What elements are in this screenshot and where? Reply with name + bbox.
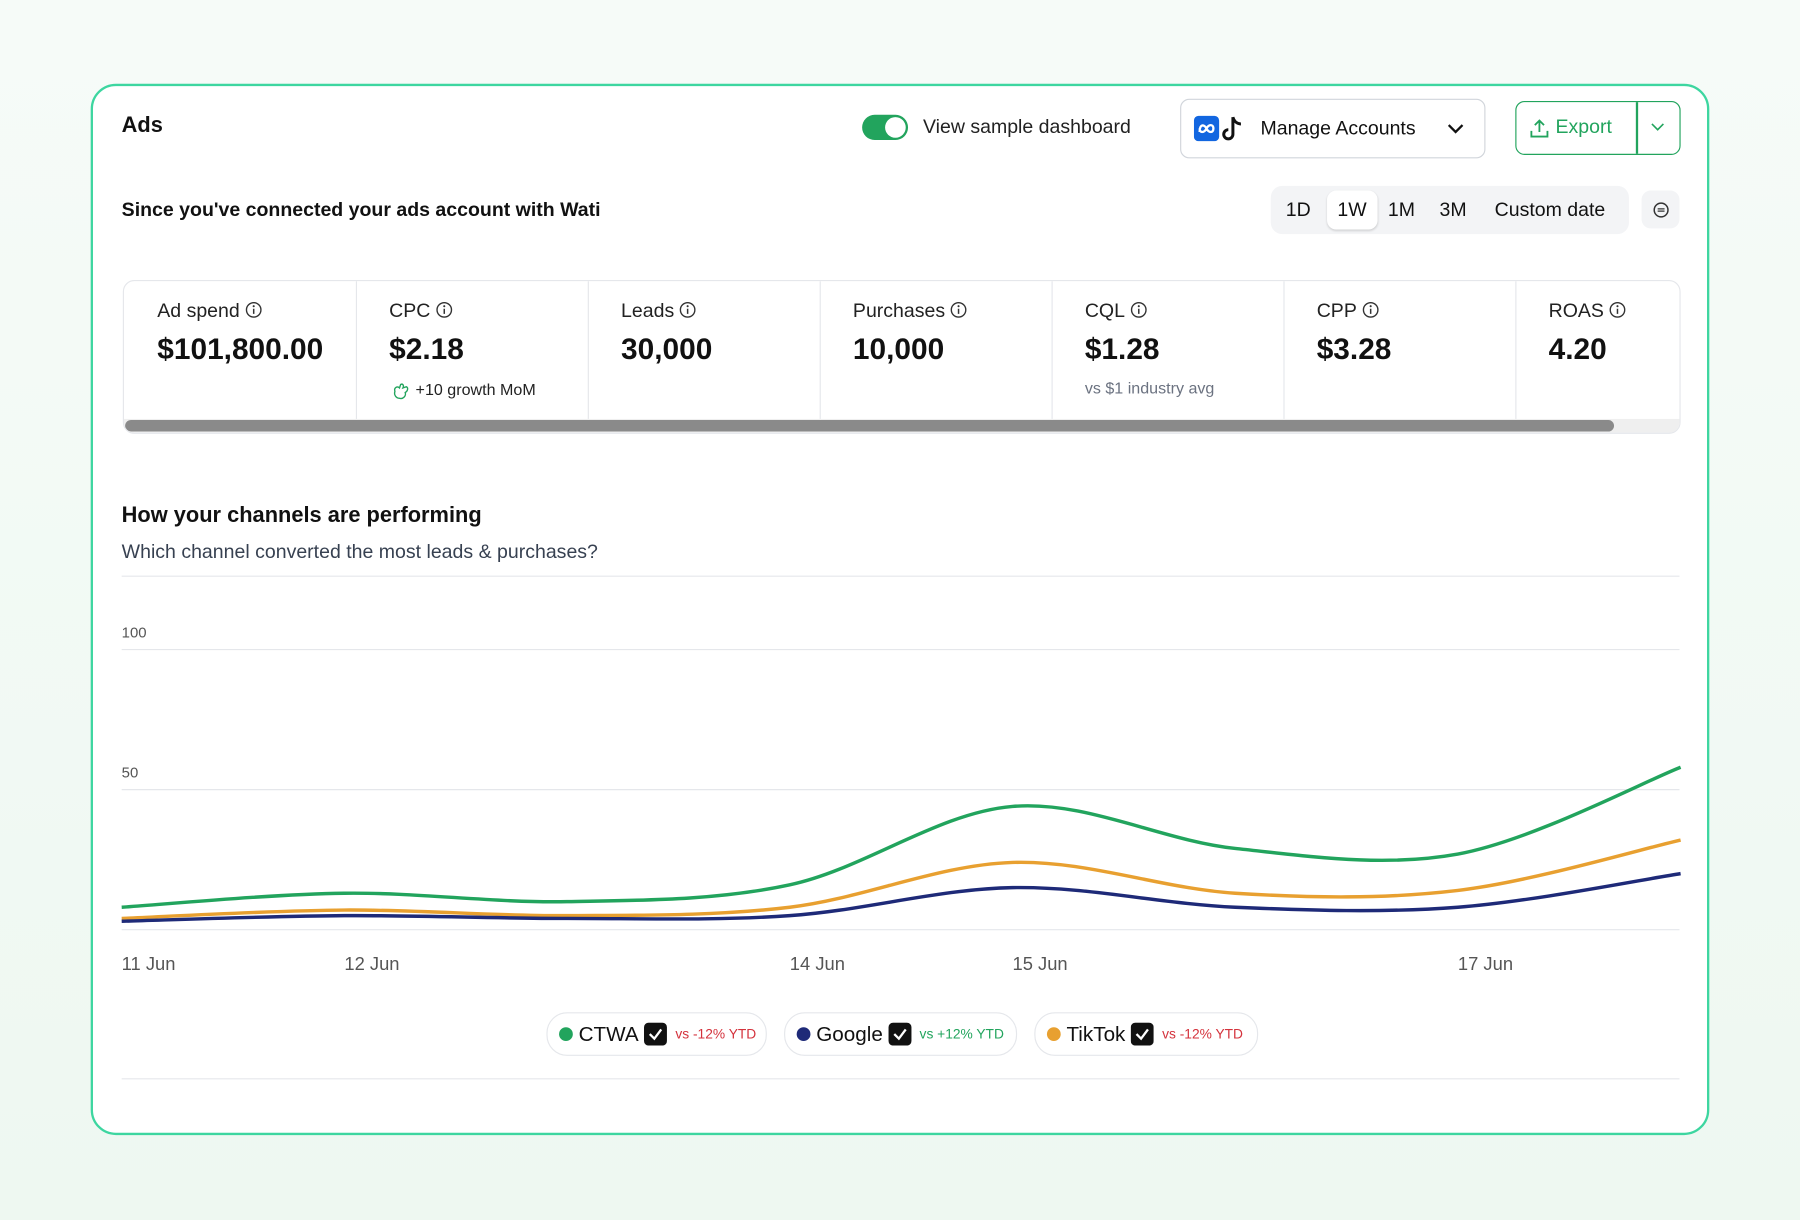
info-icon[interactable] (950, 301, 968, 319)
chart-title: How your channels are performing (121, 503, 482, 528)
toggle-knob (885, 117, 906, 138)
metric-label: Purchases (853, 300, 968, 323)
metric-label: CPC (389, 300, 453, 323)
export-button[interactable]: Export (1515, 100, 1681, 155)
legend-name: TikTok (1066, 1022, 1126, 1046)
export-icon (1530, 119, 1549, 138)
toggle-label: View sample dashboard (922, 115, 1131, 138)
metric-label-text: Leads (621, 299, 675, 322)
chart-subtitle: Which channel converted the most leads &… (121, 540, 598, 563)
metric-value: $101,800.00 (157, 331, 324, 367)
scrollbar-thumb[interactable] (125, 420, 1615, 432)
metric-value: 10,000 (852, 331, 945, 367)
chevron-down (1447, 124, 1464, 134)
series-line (121, 838, 1681, 921)
metric-card: Ad spend $101,800.00 (124, 281, 358, 419)
metric-label: Leads (621, 300, 697, 323)
date-range-option[interactable]: 1M (1387, 198, 1416, 221)
x-tick-label: 12 Jun (344, 953, 399, 974)
info-icon[interactable] (679, 301, 697, 319)
metric-note: vs $1 industry avg (1084, 378, 1215, 398)
metric-value: 30,000 (621, 331, 713, 367)
x-tick-label: 11 Jun (122, 953, 176, 974)
metric-label: ROAS (1549, 300, 1627, 323)
platform-icons (1193, 115, 1242, 142)
metric-note: +10 growth MoM (415, 379, 536, 399)
x-tick-label: 14 Jun (790, 953, 845, 974)
info-icon[interactable] (1361, 301, 1379, 319)
legend-item[interactable]: Google vs +12% YTD (784, 1012, 1018, 1056)
x-tick-label: 15 Jun (1013, 953, 1068, 974)
manage-accounts-button[interactable]: Manage Accounts (1180, 98, 1486, 159)
metric-label: CQL (1085, 300, 1148, 323)
date-range-group: 1D 1W 1M 3M Custom date (1270, 185, 1629, 235)
metric-value: $2.18 (389, 331, 464, 367)
y-tick-label: 50 (122, 764, 139, 781)
legend-swatch (559, 1027, 573, 1041)
export-menu-chevron[interactable] (1651, 122, 1665, 133)
legend-comparison: vs -12% YTD (675, 1026, 757, 1043)
metric-label-text: CPP (1316, 299, 1357, 322)
info-icon[interactable] (435, 301, 453, 319)
y-tick-label: 100 (122, 624, 147, 641)
legend-name: CTWA (578, 1022, 639, 1046)
legend-comparison: vs -12% YTD (1162, 1026, 1244, 1043)
metric-card: CPC $2.18 +10 growth MoM (356, 281, 589, 419)
date-range-option[interactable]: Custom date (1494, 198, 1606, 221)
metric-label: Ad spend (157, 300, 262, 323)
legend-checkbox[interactable] (1131, 1022, 1155, 1046)
toggle[interactable] (862, 114, 909, 141)
info-icon[interactable] (244, 301, 262, 319)
metric-label: CPP (1317, 300, 1380, 323)
date-range-option[interactable]: 1W (1327, 190, 1377, 230)
refresh-icon (1653, 202, 1669, 218)
legend-swatch (796, 1027, 811, 1041)
legend-comparison: vs +12% YTD (919, 1026, 1004, 1043)
export-label: Export (1555, 115, 1612, 138)
date-range-option[interactable]: 1D (1285, 198, 1311, 221)
subheader: Since you've connected your ads account … (121, 198, 601, 221)
x-tick-label: 17 Jun (1458, 953, 1513, 974)
legend-name: Google (816, 1022, 883, 1046)
page-title: Ads (121, 113, 163, 138)
info-icon[interactable] (1609, 301, 1627, 319)
metric-value: $1.28 (1084, 331, 1160, 367)
legend-item[interactable]: TikTok vs -12% YTD (1034, 1012, 1259, 1056)
metric-label-text: Purchases (852, 299, 946, 322)
series-line (121, 765, 1682, 909)
series-line (121, 871, 1681, 923)
metric-card: CPP $3.28 (1283, 281, 1517, 419)
legend-item[interactable]: CTWA vs -12% YTD (546, 1012, 767, 1056)
metric-value: $3.28 (1316, 331, 1392, 367)
growth-icon (393, 383, 409, 400)
date-range-option[interactable]: 3M (1439, 198, 1467, 221)
metric-card: Leads 30,000 (588, 281, 821, 419)
metric-label-text: ROAS (1548, 299, 1604, 322)
manage-accounts-label: Manage Accounts (1260, 117, 1416, 139)
refresh-button[interactable] (1641, 190, 1680, 229)
metric-label-text: CPC (389, 299, 431, 322)
legend-checkbox[interactable] (644, 1022, 668, 1046)
legend-checkbox[interactable] (888, 1022, 912, 1046)
legend-swatch (1046, 1027, 1061, 1041)
metric-card: CQL $1.28 vs $1 industry avg (1052, 281, 1285, 419)
divider (1635, 102, 1638, 154)
card (90, 83, 1710, 1136)
metrics-strip: Ad spend $101,800.00 CPC $2.18 +10 growth Mo… (122, 280, 1681, 434)
metric-card: ROAS 4.20 (1515, 281, 1679, 419)
metric-value: 4.20 (1548, 331, 1607, 367)
info-icon[interactable] (1130, 301, 1148, 319)
metric-label-text: CQL (1084, 299, 1125, 322)
metric-card: Purchases 10,000 (820, 281, 1053, 419)
metric-label-text: Ad spend (157, 299, 240, 322)
